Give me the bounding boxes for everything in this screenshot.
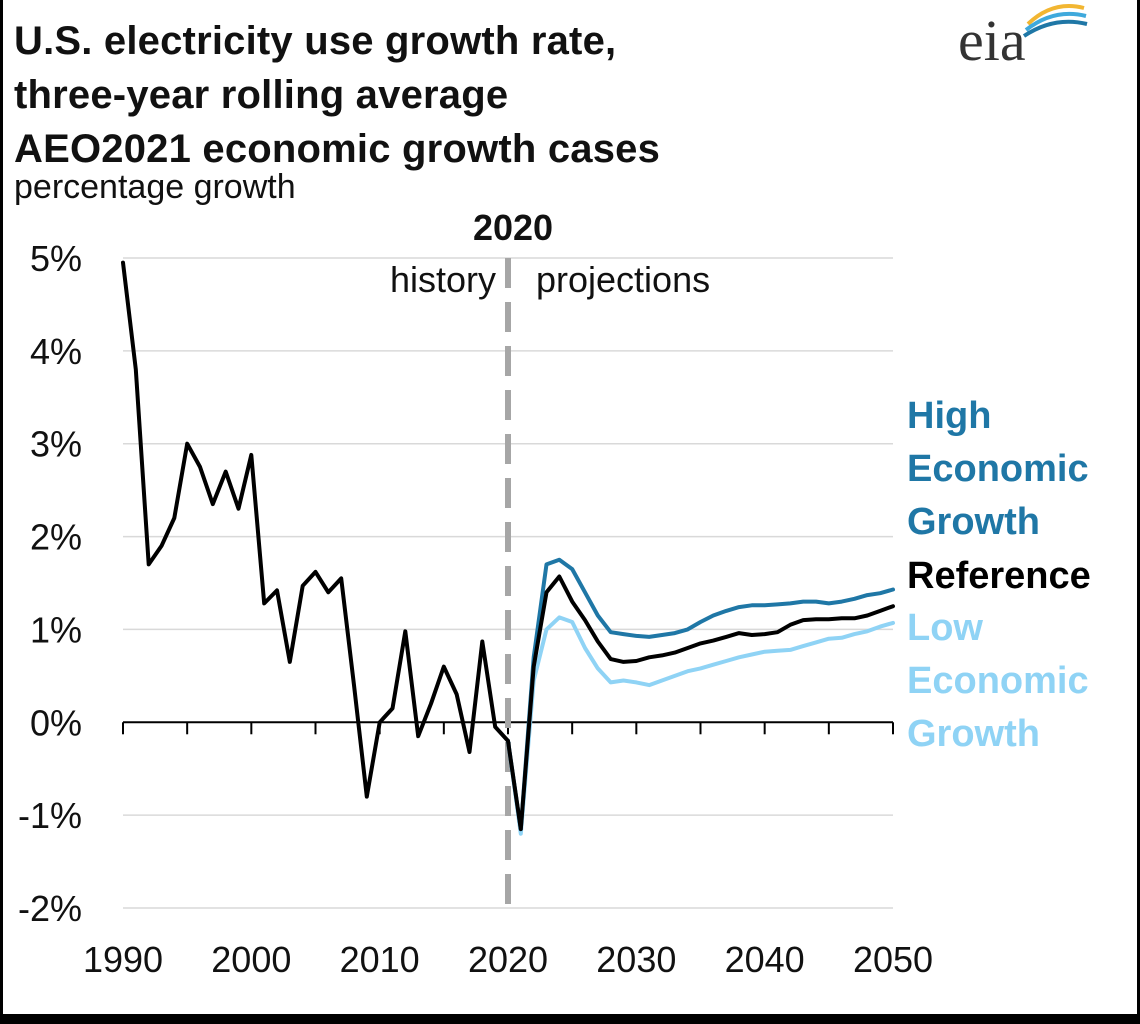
title-line-2: three-year rolling average — [14, 73, 509, 117]
series-label-low-economic-growth: Growth — [907, 713, 1040, 755]
series-label-reference: Reference — [907, 555, 1091, 597]
series-line-high-economic-growth — [506, 557, 895, 832]
x-tick-label: 2040 — [725, 939, 805, 980]
chart-title: U.S. electricity use growth rate, three-… — [14, 14, 660, 176]
y-tick-label: -2% — [18, 888, 82, 929]
x-tick-label: 2030 — [596, 939, 676, 980]
eia-logo: eia — [958, 4, 1088, 68]
y-tick-label: 1% — [30, 609, 82, 650]
series-label-high-economic-growth: Growth — [907, 501, 1040, 543]
series-labels: High Economic Growth Reference Low Economic Gr… — [907, 395, 1091, 755]
x-tick-label: 2010 — [340, 939, 420, 980]
series-lines — [121, 260, 895, 836]
y-axis-unit-label: percentage growth — [14, 168, 296, 206]
x-tick-label: 2000 — [211, 939, 291, 980]
x-tick-label: 2020 — [468, 939, 548, 980]
series-label-high-economic-growth: High — [907, 395, 991, 437]
y-tick-label: 3% — [30, 424, 82, 465]
title-line-3: AEO2021 economic growth cases — [14, 127, 661, 171]
y-tick-label: 4% — [30, 331, 82, 372]
y-tick-label: 0% — [30, 702, 82, 743]
history-projection-divider: 2020 history projections — [390, 207, 710, 908]
series-line-low-economic-growth — [506, 615, 895, 836]
title-line-1: U.S. electricity use growth rate, — [14, 19, 617, 63]
frame-bottom — [0, 1014, 1140, 1024]
y-tick-label: 5% — [30, 238, 82, 279]
x-tick-label: 1990 — [83, 939, 163, 980]
divider-year-label: 2020 — [473, 207, 553, 248]
frame-right — [1137, 0, 1140, 1024]
projections-label: projections — [536, 259, 710, 300]
y-tick-label: 2% — [30, 517, 82, 558]
series-label-low-economic-growth: Low — [907, 607, 983, 649]
y-tick-label: -1% — [18, 795, 82, 836]
x-tick-label: 2050 — [853, 939, 933, 980]
series-line-reference — [121, 260, 895, 832]
history-label: history — [390, 259, 496, 300]
frame-left — [0, 0, 3, 1024]
series-label-high-economic-growth: Economic — [907, 448, 1089, 490]
series-label-low-economic-growth: Economic — [907, 660, 1089, 702]
logo-text: eia — [958, 8, 1026, 68]
axes: -2% -1% 0% 1% 2% 3% 4% 5% 1990 2000 2010 2020 2030 20… — [18, 238, 933, 980]
